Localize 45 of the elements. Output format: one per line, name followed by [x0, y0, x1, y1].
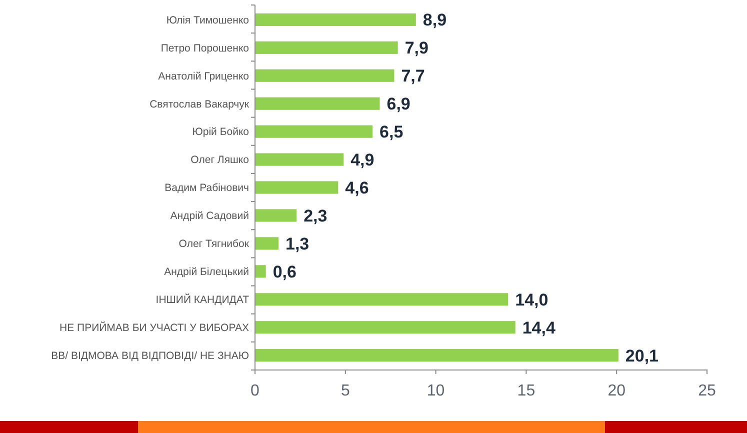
data-label: 14,0: [515, 290, 548, 310]
bar: [255, 125, 373, 138]
y-tick-label: Андрій Садовий: [170, 210, 250, 222]
x-tick-label: 0: [250, 382, 260, 400]
y-tick-label: Святослав Вакарчук: [150, 98, 250, 110]
y-tick-label: ВВ/ ВІДМОВА ВІД ВІДПОВІДІ/ НЕ ЗНАЮ: [51, 350, 250, 362]
bar: [255, 153, 344, 166]
x-tick-label: 15: [517, 382, 536, 400]
bar: [255, 321, 516, 334]
y-tick-label: Анатолій Гриценко: [158, 70, 250, 82]
bar: [255, 265, 266, 278]
data-label: 8,9: [422, 10, 447, 30]
data-label: 6,9: [386, 94, 410, 114]
data-label: 1,3: [286, 234, 310, 254]
x-tick-label: 25: [698, 382, 716, 400]
data-label: 20,1: [625, 346, 658, 366]
bar: [255, 293, 508, 306]
y-tick-label: НЕ ПРИЙМАВ БИ УЧАСТІ У ВИБОРАХ: [60, 321, 249, 334]
y-tick-label: Петро Порошенко: [160, 42, 250, 54]
y-tick-label: Олег Ляшко: [190, 154, 250, 166]
data-label: 7,9: [404, 38, 428, 58]
bar: [255, 13, 416, 26]
data-label: 4,9: [350, 150, 374, 170]
bar: [255, 181, 338, 194]
y-tick-label: Юрій Бойко: [192, 126, 250, 138]
bar: [255, 69, 394, 82]
x-tick-label: 10: [426, 382, 445, 400]
data-label: 0,6: [272, 262, 296, 282]
y-tick-label: Олег Тягнибок: [178, 238, 250, 250]
data-label: 6,5: [380, 122, 404, 142]
y-tick-label: Вадим Рабінович: [164, 182, 249, 194]
data-label: 14,4: [522, 318, 556, 338]
x-tick-label: 5: [340, 382, 350, 400]
data-label: 2,3: [304, 206, 328, 226]
x-tick-label: 20: [608, 382, 626, 400]
bar: [255, 209, 297, 222]
bar: [255, 349, 618, 362]
bar: [255, 41, 398, 54]
y-tick-label: Юлія Тимошенко: [166, 14, 250, 26]
data-label: 4,6: [345, 178, 369, 198]
y-tick-label: ІНШИЙ КАНДИДАТ: [156, 293, 250, 306]
data-label: 7,7: [401, 66, 425, 86]
bar: [255, 97, 380, 110]
bar: [255, 237, 279, 250]
y-tick-label: Андрій Білецький: [164, 266, 250, 278]
